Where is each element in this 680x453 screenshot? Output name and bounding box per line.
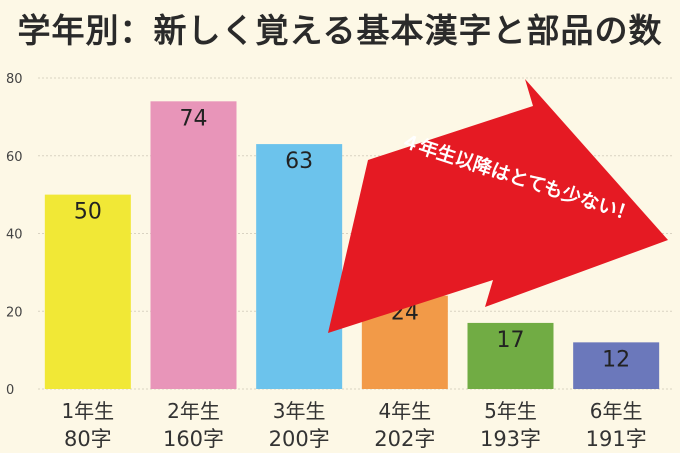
x-category-sublabel: 193字 bbox=[480, 427, 541, 451]
bar bbox=[573, 342, 660, 389]
x-category-label: 4年生 bbox=[378, 399, 431, 423]
bar-value-label: 63 bbox=[285, 149, 313, 174]
bars bbox=[44, 101, 660, 389]
x-category-label: 1年生 bbox=[61, 399, 114, 423]
bar bbox=[467, 322, 554, 389]
bar-value-label: 50 bbox=[74, 200, 102, 225]
y-tick-label: 20 bbox=[6, 305, 23, 320]
y-tick-label: 40 bbox=[6, 228, 23, 243]
y-tick-label: 0 bbox=[6, 383, 14, 398]
x-category-sublabel: 160字 bbox=[163, 427, 224, 451]
bar bbox=[44, 194, 131, 389]
y-axis-ticks: 0 20 40 60 80 bbox=[6, 72, 23, 398]
red-arrow-shape bbox=[328, 79, 668, 333]
annotation-arrow: ４年生以降はとても少ない！ bbox=[328, 79, 668, 333]
y-tick-label: 60 bbox=[6, 150, 23, 165]
bar-value-label: 74 bbox=[180, 106, 208, 131]
chart-title: 学年別：新しく覚える基本漢字と部品の数 bbox=[17, 11, 663, 50]
x-category-label: 2年生 bbox=[167, 399, 220, 423]
bar bbox=[150, 101, 237, 389]
x-category-label: 6年生 bbox=[590, 399, 643, 423]
x-category-label: 3年生 bbox=[273, 399, 326, 423]
bar bbox=[256, 144, 343, 389]
x-category-sublabel: 202字 bbox=[374, 427, 435, 451]
bar-value-label: 17 bbox=[497, 328, 525, 353]
bar-value-label: 12 bbox=[602, 347, 630, 372]
x-axis-labels: 1年生 80字 2年生 160字 3年生 200字 4年生 202字 5年生 193字 6年生 191… bbox=[61, 399, 646, 451]
x-category-sublabel: 200字 bbox=[269, 427, 330, 451]
x-category-sublabel: 80字 bbox=[64, 427, 112, 451]
x-category-sublabel: 191字 bbox=[586, 427, 647, 451]
y-tick-label: 80 bbox=[6, 72, 23, 87]
x-category-label: 5年生 bbox=[484, 399, 537, 423]
